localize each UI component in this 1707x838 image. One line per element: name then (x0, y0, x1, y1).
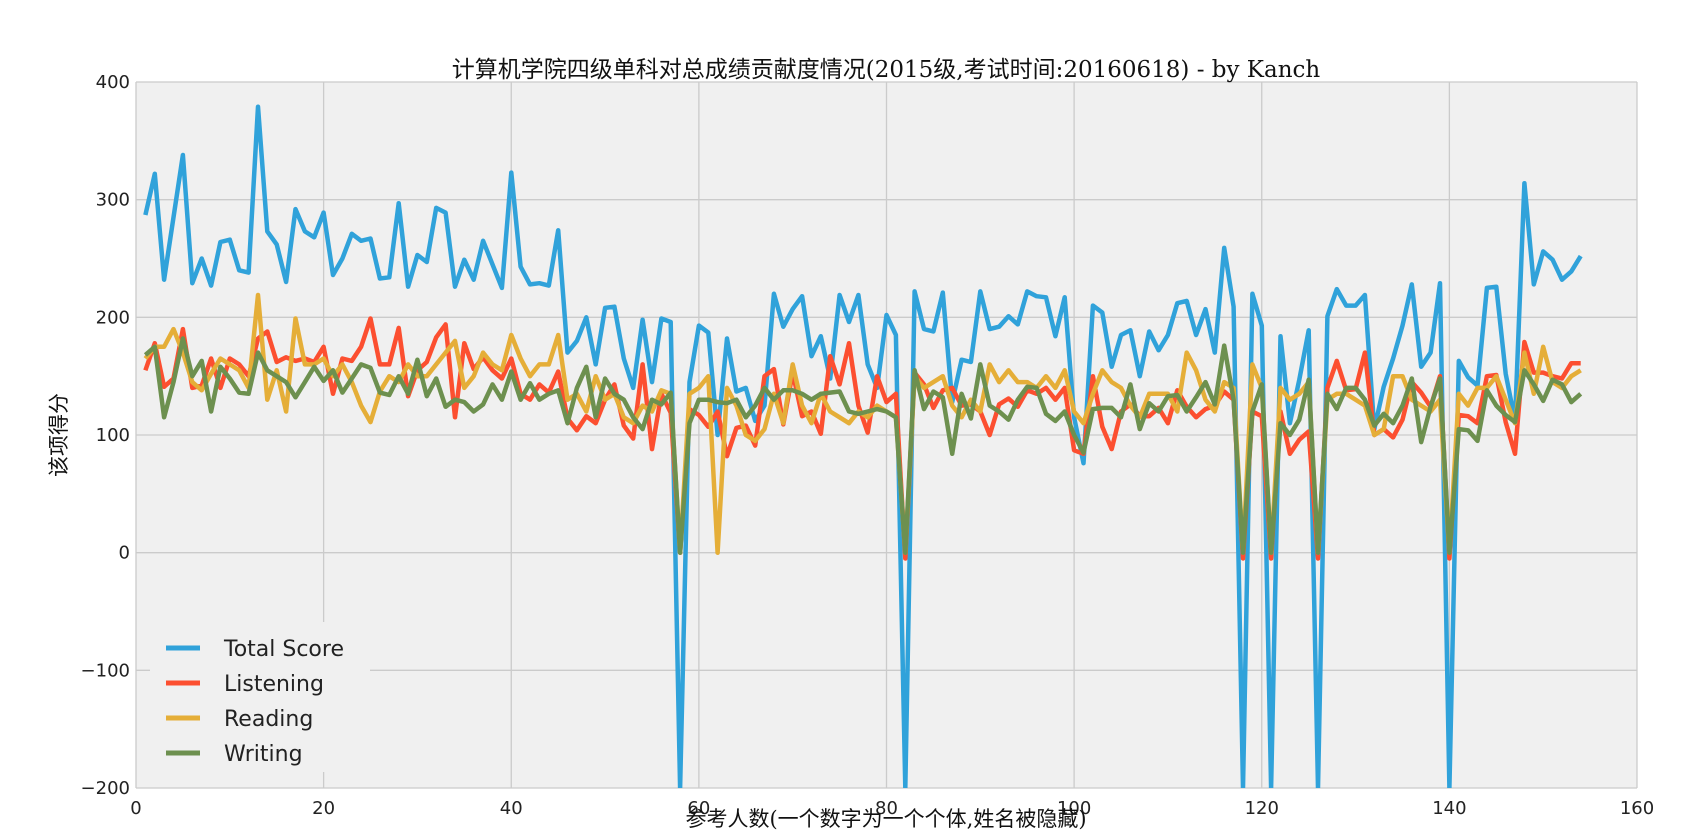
legend-label: Writing (224, 742, 303, 767)
legend-label: Total Score (223, 637, 344, 662)
y-tick-label: 300 (96, 190, 130, 211)
legend: Total Score Listening Reading Writing (150, 622, 370, 772)
x-tick-label: 60 (687, 798, 710, 819)
y-tick-label: 200 (96, 307, 130, 328)
x-tick-label: 0 (130, 798, 141, 819)
x-tick-label: 40 (500, 798, 523, 819)
y-tick-label: 100 (96, 425, 130, 446)
x-tick-label: 120 (1245, 798, 1279, 819)
y-tick-label: −100 (81, 660, 130, 681)
x-tick-label: 160 (1620, 798, 1654, 819)
series-line-total-score (143, 104, 1583, 788)
x-axis-label: 参考人数(一个数字为一个个体,姓名被隐藏) (685, 807, 1086, 831)
chart-title: 计算机学院四级单科对总成绩贡献度情况(2015级,考试时间:20160618) … (452, 57, 1321, 83)
series-lines (143, 104, 1583, 788)
series-line-listening (143, 316, 1581, 561)
legend-label: Reading (224, 707, 313, 732)
series-line-writing (143, 336, 1583, 555)
y-tick-label: −200 (81, 778, 130, 799)
legend-label: Listening (224, 672, 324, 697)
y-tick-label: 0 (119, 543, 130, 564)
x-tick-label: 100 (1057, 798, 1091, 819)
x-tick-label: 20 (312, 798, 335, 819)
x-tick-label: 140 (1432, 798, 1466, 819)
y-axis-label: 该项得分 (47, 393, 71, 477)
tick-labels: 0 20 40 60 80 100 120 140 160 −200 −100 0 100 200 300 4… (81, 72, 1655, 819)
x-tick-label: 80 (875, 798, 898, 819)
y-tick-label: 400 (96, 72, 130, 93)
